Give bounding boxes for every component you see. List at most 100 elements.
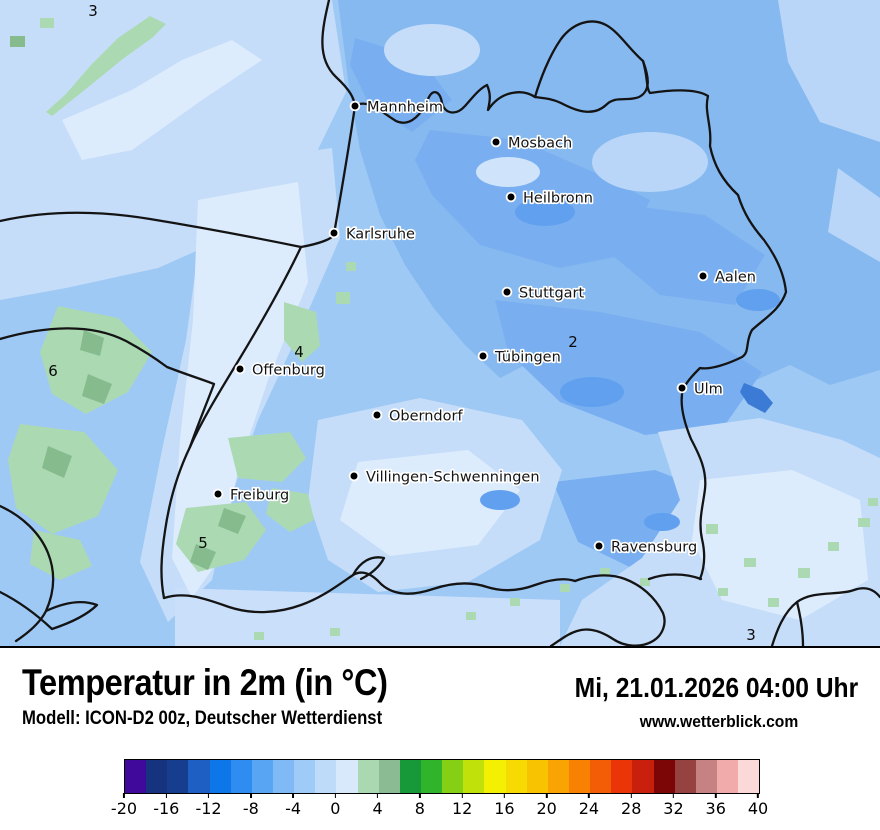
city-dot: [328, 227, 340, 239]
city-marker-stuttgart: Stuttgart: [501, 284, 586, 303]
city-label: Heilbronn: [523, 191, 593, 207]
scale-tick-label: 20: [536, 799, 557, 818]
city-dot: [505, 191, 517, 203]
scale-tick: -12: [195, 793, 222, 818]
scale-segment: [294, 760, 316, 793]
valid-datetime: Mi, 21.01.2026 04:00 Uhr: [574, 672, 858, 703]
model-info: Modell: ICON-D2 00z, Deutscher Wetterdie…: [22, 708, 383, 729]
scale-segment: [738, 760, 760, 793]
scale-tick-mark: [376, 793, 379, 798]
scale-tick: 20: [536, 793, 557, 818]
scale-segment: [632, 760, 654, 793]
scale-tick-label: 32: [663, 799, 684, 818]
scale-segment: [484, 760, 506, 793]
spot-values-layer: 3 6 4 2 5 3: [48, 2, 756, 644]
city-dot: [501, 286, 513, 298]
scale-tick-mark: [419, 793, 421, 798]
city-dot: [477, 350, 489, 362]
spot-temperature-value: 2: [568, 333, 578, 351]
scale-segment: [505, 760, 527, 793]
scale-tick-mark: [250, 793, 252, 798]
city-label: Ravensburg: [611, 540, 697, 556]
scale-tick: 12: [452, 793, 472, 818]
city-dot: [212, 488, 224, 500]
scale-segment: [357, 760, 379, 793]
scale-segment: [568, 760, 591, 793]
scale-segment: [420, 760, 443, 793]
spot-temperature-value: 3: [88, 2, 98, 20]
scale-tick: 36: [706, 793, 726, 818]
scale-segment: [674, 760, 696, 793]
scale-segment: [399, 760, 421, 793]
city-marker-freiburg: Freiburg: [212, 486, 291, 505]
city-marker-mannheim: Mannheim: [349, 98, 445, 117]
scale-tick-label: -12: [195, 799, 222, 818]
border-left-horizontal: [0, 211, 303, 249]
temperature-scale-ticks: -20 -16 -12 -8 -4 0 4 8 12 16 20 24 28 32 36 40: [111, 793, 768, 823]
scale-segment: [188, 760, 210, 793]
city-label: Oberndorf: [389, 409, 463, 425]
scale-segment: [611, 760, 633, 793]
city-label: Tübingen: [494, 350, 561, 366]
border-bottom-left: [0, 504, 99, 643]
scale-tick-mark: [461, 793, 463, 798]
scale-segment: [272, 760, 295, 793]
city-label: Karlsruhe: [346, 227, 415, 243]
border-austria: [770, 587, 880, 646]
scale-segment: [251, 760, 273, 793]
scale-tick-mark: [588, 793, 590, 798]
city-label: Stuttgart: [519, 286, 585, 302]
scale-segment: [336, 760, 358, 793]
spot-temperature-value: 3: [746, 626, 756, 644]
scale-tick-label: -8: [242, 799, 259, 818]
scale-tick: 24: [579, 793, 599, 818]
scale-tick-mark: [672, 793, 675, 798]
scale-segment: [125, 760, 147, 793]
city-marker-ravensburg: Ravensburg: [593, 538, 699, 557]
border-east-bavaria: [641, 59, 788, 581]
spot-temperature-value: 4: [294, 343, 304, 361]
scale-tick-label: 36: [705, 799, 726, 818]
warm-green-patches: [8, 16, 878, 640]
weather-map: Mannheim Mosbach Heilbronn Karlsruhe Stuttga…: [0, 0, 880, 646]
city-dot: [371, 409, 383, 421]
scale-tick-mark: [207, 793, 210, 798]
city-label: Mannheim: [367, 100, 443, 116]
scale-tick-mark: [292, 793, 294, 798]
spot-temperature-value: 6: [48, 362, 58, 380]
border-lines: [0, 0, 880, 646]
scale-segment: [526, 760, 548, 793]
scale-segment: [547, 760, 569, 793]
city-marker-aalen: Aalen: [697, 268, 758, 287]
scale-tick-label: 40: [747, 799, 769, 818]
scale-tick-label: -16: [153, 799, 180, 818]
temperature-field: [0, 0, 880, 646]
city-label: Villingen-Schwenningen: [366, 470, 540, 486]
scale-tick: 32: [663, 793, 684, 818]
city-label: Mosbach: [508, 136, 572, 152]
border-rhine-west: [160, 0, 357, 600]
city-dot: [697, 270, 709, 282]
scale-tick-mark: [757, 793, 759, 798]
scale-tick-mark: [545, 793, 548, 798]
city-dot: [593, 540, 605, 552]
map-area: Mannheim Mosbach Heilbronn Karlsruhe Stuttga…: [0, 0, 880, 646]
scale-tick-mark: [165, 793, 168, 798]
scale-tick: 4: [373, 793, 383, 818]
city-marker-ulm: Ulm: [676, 380, 724, 399]
city-label: Freiburg: [230, 488, 289, 504]
border-north: [353, 83, 537, 124]
city-marker-karlsruhe: Karlsruhe: [328, 225, 417, 244]
city-label: Offenburg: [252, 363, 325, 379]
scale-segment: [315, 760, 337, 793]
scale-tick-mark: [334, 793, 337, 798]
scale-tick-mark: [714, 793, 717, 798]
scale-tick: -16: [153, 793, 179, 818]
website-url: www.wetterblick.com: [639, 712, 798, 731]
temperature-scale: [124, 759, 760, 794]
city-label: Aalen: [715, 270, 756, 286]
scale-tick-label: 16: [494, 799, 515, 818]
scale-segment: [146, 760, 168, 793]
scale-tick: 0: [330, 793, 340, 818]
